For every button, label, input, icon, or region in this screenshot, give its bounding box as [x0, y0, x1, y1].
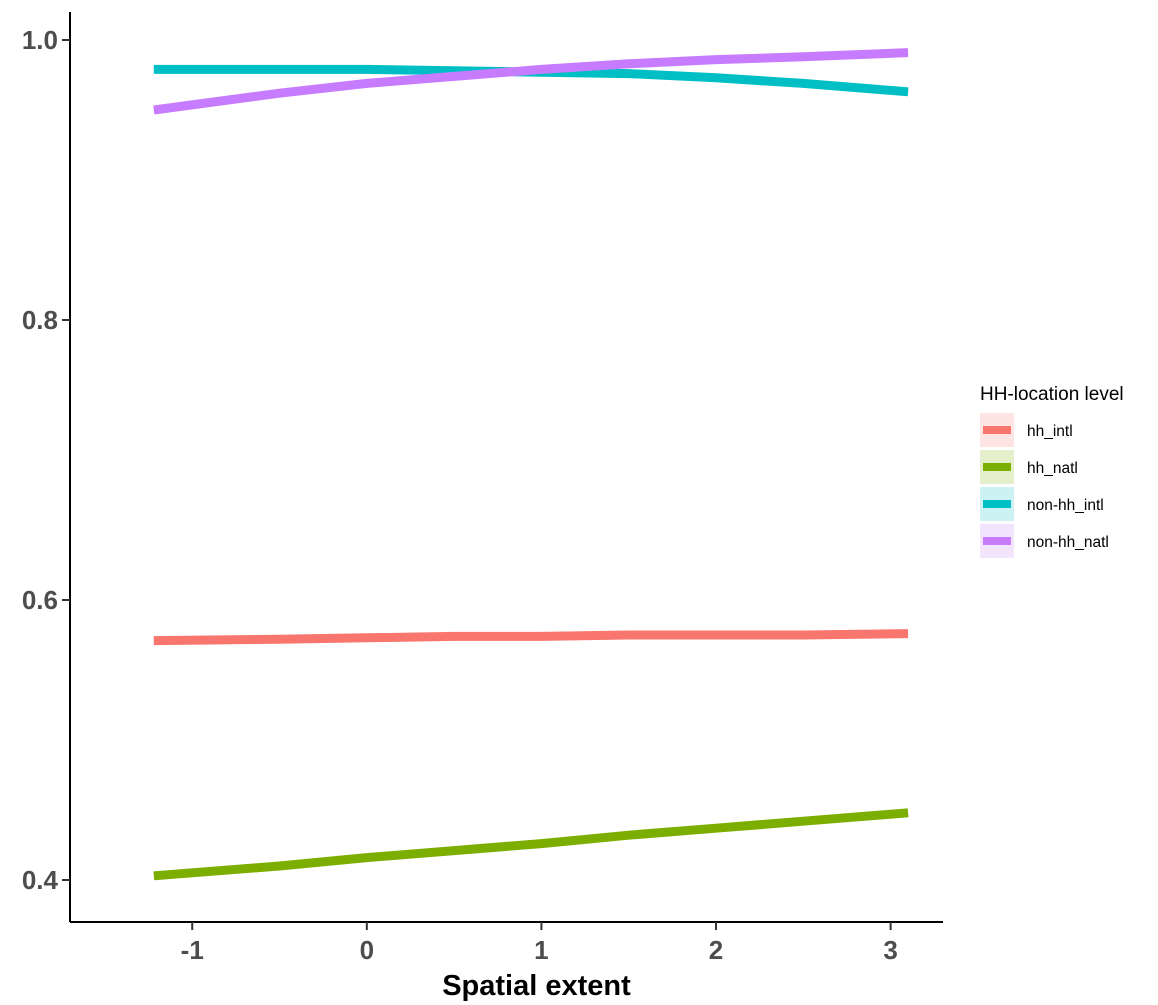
legend-title: HH-location level [980, 384, 1124, 405]
legend-label: hh_natl [1027, 460, 1078, 477]
y-tick-label: 0.6 [22, 585, 58, 615]
legend-items: hh_intl hh_natl non-hh_intl non-hh_natl [980, 413, 1109, 558]
series-line-hh_intl [153, 629, 909, 646]
x-tick-label: 3 [883, 935, 897, 965]
x-tick-label: -1 [181, 935, 204, 965]
x-axis-title: Spatial extent [442, 970, 631, 1002]
legend-label: non-hh_natl [1027, 534, 1109, 551]
x-tick-label: 0 [360, 935, 374, 965]
y-ticks: 0.4 0.6 0.8 1.0 [22, 25, 70, 895]
y-tick-label: 0.4 [22, 865, 59, 895]
y-tick-label: 1.0 [22, 25, 58, 55]
x-tick-label: 2 [709, 935, 723, 965]
series-line-hh_natl [153, 808, 909, 881]
legend: HH-location level hh_intl hh_natl non-hh_i… [980, 384, 1124, 558]
x-tick-label: 1 [534, 935, 548, 965]
axes: -1 0 1 2 3 0.4 0.6 0.8 1.0 Spatial extent [22, 12, 943, 1002]
series-lines [153, 48, 909, 881]
legend-label: non-hh_intl [1027, 497, 1104, 514]
y-tick-label: 0.8 [22, 305, 58, 335]
legend-label: hh_intl [1027, 423, 1073, 440]
series-line-non-hh_natl [153, 48, 909, 115]
x-ticks: -1 0 1 2 3 [181, 922, 898, 965]
